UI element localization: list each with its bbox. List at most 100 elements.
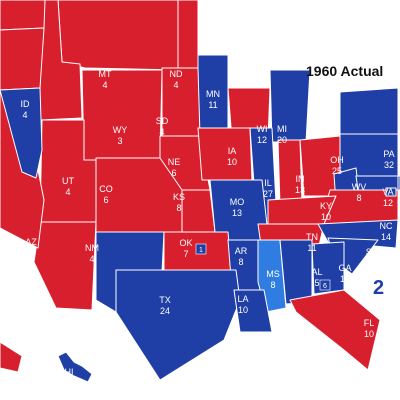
state-ks [181, 189, 216, 233]
state-fl [289, 289, 381, 371]
state-electoral-votes: 6 [171, 168, 176, 178]
state-abbr: AR [235, 246, 248, 256]
state-abbr: CO [99, 184, 113, 194]
state-label-id: ID 4 [21, 99, 31, 120]
state-abbr: KS [173, 192, 185, 202]
state-electoral-votes: 4 [173, 80, 178, 90]
state-electoral-votes: 12 [257, 135, 267, 145]
state-label-mn: MN 11 [206, 89, 220, 110]
state-electoral-votes: 6 [103, 195, 108, 205]
state-label-in: IN 13 [295, 174, 305, 195]
state-label-ms: MS 8 [266, 269, 280, 290]
state-ia [197, 127, 253, 181]
state-electoral-votes: 32 [384, 160, 394, 170]
state-electoral-votes: 13 [232, 208, 242, 218]
state-abbr: PA [383, 149, 394, 159]
state-abbr: AL [311, 267, 322, 277]
state-electoral-votes: 11 [307, 243, 316, 253]
state-label-tx: TX 24 [159, 295, 171, 316]
state-label-pa: PA 32 [383, 149, 394, 170]
state-wy [81, 69, 163, 161]
state-electoral-votes: 13 [295, 185, 305, 195]
state-label-mi: MI 20 [277, 124, 287, 145]
state-electoral-votes: 3 [66, 378, 71, 388]
state-abbr: LA [237, 294, 248, 304]
state-abbr: VA [382, 187, 393, 197]
state-electoral-votes: 5 [314, 278, 319, 288]
state-abbr: ND [170, 69, 183, 79]
state-or [0, 27, 45, 91]
state-electoral-votes: 27 [263, 189, 273, 199]
state-de [385, 187, 397, 197]
split-vote-box-ok [195, 243, 207, 255]
state-abbr: OH [330, 155, 344, 165]
state-abbr: WI [257, 124, 268, 134]
state-electoral-votes: 8 [238, 257, 243, 267]
state-label-oh: OH 25 [330, 155, 344, 176]
state-abbr: SC [366, 247, 379, 257]
state-label-tn: TN 11 [306, 232, 318, 253]
state-abbr: UT [62, 176, 74, 186]
state-wa [0, 0, 46, 31]
state-az [33, 221, 97, 311]
state-label-ga: GA 12 [338, 263, 351, 284]
state-abbr: AZ [25, 237, 37, 247]
state-la [233, 289, 273, 333]
state-electoral-votes: 20 [277, 135, 287, 145]
state-label-ky: KY 10 [320, 201, 332, 222]
state-label-wi: WI 12 [257, 124, 268, 145]
state-nv [0, 87, 43, 179]
state-label-wv: WV 8 [352, 182, 367, 203]
state-abbr: IN [296, 174, 305, 184]
state-electoral-votes: 3 [117, 136, 122, 146]
state-electoral-votes: 14 [381, 232, 391, 242]
state-electoral-votes: 8 [270, 280, 275, 290]
state-electoral-votes: 4 [89, 254, 94, 264]
corner-badge: 2 [373, 277, 384, 299]
state-label-mo: MO 13 [230, 197, 245, 218]
state-shapes [0, 0, 400, 383]
state-abbr: TN [306, 232, 318, 242]
state-tx [115, 269, 241, 381]
state-abbr: MS [266, 269, 280, 279]
state-electoral-votes: 4 [28, 248, 33, 258]
state-ny [339, 87, 399, 135]
state-label-ks: KS 8 [173, 192, 185, 213]
state-abbr: NM [85, 243, 99, 253]
state-abbr: OK [179, 238, 192, 248]
state-electoral-votes: 4 [65, 187, 70, 197]
state-label-al: AL 5 [311, 267, 322, 288]
state-abbr: WY [113, 125, 128, 135]
state-electoral-votes: 24 [160, 306, 170, 316]
state-label-sd: SD 4 [156, 116, 169, 137]
state-electoral-votes: 12 [383, 198, 393, 208]
state-electoral-votes: 25 [332, 166, 342, 176]
state-electoral-votes: 10 [238, 305, 248, 315]
state-label-mt: MT 4 [99, 69, 112, 90]
state-label-co: CO 6 [99, 184, 113, 205]
state-electoral-votes: 11 [208, 100, 217, 110]
state-abbr: KY [320, 201, 332, 211]
state-abbr: NC [380, 221, 393, 231]
state-electoral-votes: 10 [364, 329, 374, 339]
state-in [277, 139, 303, 207]
state-label-nm: NM 4 [85, 243, 99, 264]
state-label-ar: AR 8 [235, 246, 248, 267]
state-abbr: IA [228, 146, 237, 156]
state-abbr: NE [168, 157, 181, 167]
split-vote-chips: 16 [195, 243, 331, 291]
split-vote-box-al [319, 279, 331, 291]
state-mt [57, 0, 179, 71]
state-electoral-votes: 10 [321, 212, 331, 222]
state-md [355, 175, 399, 191]
state-electoral-votes: 4 [159, 127, 164, 137]
state-electoral-votes: 10 [227, 157, 237, 167]
state-label-sc: SC 8 [366, 247, 379, 268]
state-nd [177, 0, 199, 69]
state-electoral-votes: 8 [369, 258, 374, 268]
state-electoral-votes: 12 [340, 274, 350, 284]
state-label-hi: HI 3 [65, 367, 74, 388]
